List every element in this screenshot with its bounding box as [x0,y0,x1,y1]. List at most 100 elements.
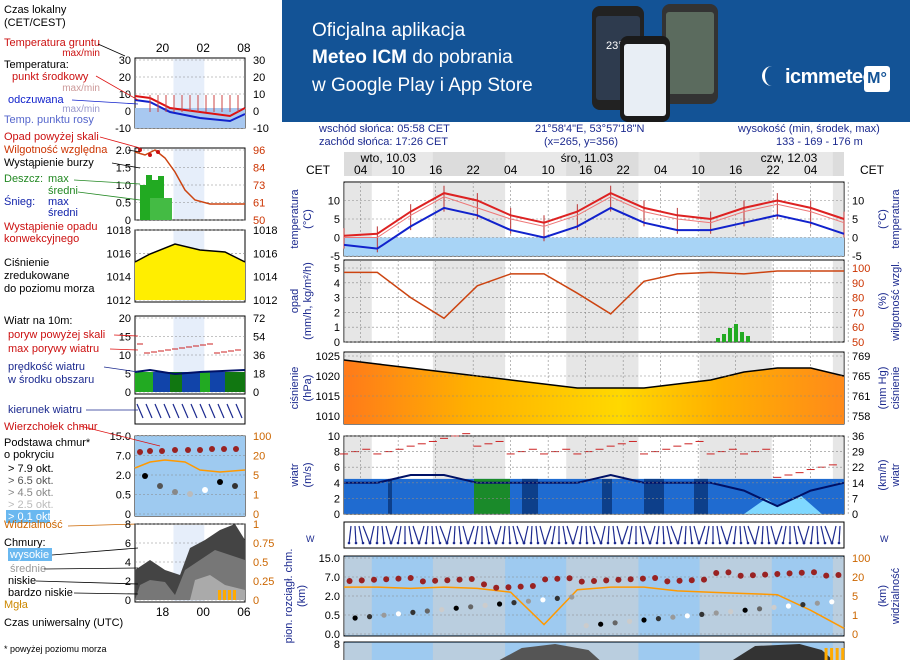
precip-axis-label: opad [289,289,301,313]
wind-arrow [539,525,546,545]
legend-feel-label: odczuwana [8,94,65,106]
cloud-base-dot [814,600,820,606]
bottom-hour-label: 00 [197,605,211,619]
rain-bar [716,338,720,342]
legend-clouds-tick-right: 0.5 [253,557,268,569]
compass-icon: W [306,534,315,544]
time-local-label: Czas lokalny [4,4,67,16]
hour-label: 04 [504,163,518,177]
cloud-base-dot [612,620,618,626]
cloud-base-tick-right: 100 [852,553,870,565]
wind-arrow [467,525,475,545]
wind-arrow [431,525,434,545]
cloud-top-dot [371,576,377,583]
precip-tick-right: 60 [852,322,864,334]
wind-arrow [408,525,413,545]
icm-logo: icmmeteo [762,66,875,89]
hour-label: 10 [691,163,705,177]
wind-arrow-head [641,541,645,545]
wind-arrow-head [697,541,701,545]
cloud-top-dot [432,577,439,584]
cet-right-label: CET [860,163,885,177]
wind-arrow-head [760,541,764,545]
legend-wind-line [134,368,246,376]
wind-arrow [397,525,402,545]
legend-okt-2: > 6.5 okt. [8,475,54,487]
wind-arrow-head [473,541,477,545]
cloud-base-dot [771,604,777,610]
legend-cloud-top-label: Wierzchołek chmur [4,421,98,433]
cloud-base-dot [496,601,503,607]
time-utc-label: Czas uniwersalny (UTC) [4,617,123,629]
temperature-tick-right: 10 [852,196,864,208]
cloud-base-dot [554,595,560,601]
cloud-base-tick-right: 0 [852,629,858,641]
wind-arrow-head [606,541,610,545]
banner-line-3: w Google Play i App Store [312,75,533,96]
wind-arrow [628,525,633,545]
legend-precip-panel-night [173,149,205,219]
temp-max-line [343,191,845,237]
precip-tick-left: 0 [334,337,340,349]
precip-tick-left: 2 [334,307,340,319]
hour-label: 16 [729,163,743,177]
cloud-top-dot [346,578,353,584]
wind-arrow-head [802,541,806,545]
legend-wind-arrow [172,403,180,419]
day-label: czw, 12.03 [761,152,818,165]
legend-cloudbase-dot [232,483,238,489]
hour-label: 16 [429,163,443,177]
hour-label: 22 [466,163,480,177]
legend-rain-label: Deszcz: [4,173,43,185]
wind-arrow [385,525,392,545]
wind-arrow [621,525,629,545]
legend-cloudtop-dot [209,446,215,452]
legend-convective-label-2: konwekcyjnego [4,233,79,245]
precip-tick-right: 90 [852,278,864,290]
legend-temp-tick-left: 20 [119,72,131,84]
humidity-line [344,270,844,320]
app-banner[interactable]: Oficjalna aplikacja Meteo ICM do pobrani… [282,0,910,122]
sunrise-text: wschód słońca: 05:58 CET [319,123,450,135]
legend-wind-tick-right: 72 [253,313,265,325]
wind-arrow-head [515,541,519,545]
bottom-hour-label: 06 [237,605,251,619]
banner-brand: Meteo ICM [312,47,407,68]
wind-arrow-head [683,541,687,545]
banner-line-1: Oficjalna aplikacja [312,20,466,41]
cloud-base-dot [395,611,402,617]
wind-arrow-head [543,541,547,545]
wind-arrow [612,525,616,545]
wind-tick-left: 6 [334,462,340,474]
wind-arrow [705,525,710,545]
time-header-night [432,152,506,176]
top-hour-label: 20 [156,41,170,55]
wind-speed-block [694,478,708,514]
legend-clouds-low: niskie [8,575,36,587]
wind-arrow-head [578,541,582,545]
wind-arrow-head [508,541,512,545]
wind-arrow-head [669,541,673,545]
legend-cloudbase-dot [142,473,148,479]
wind-arrow-head [410,541,414,545]
legend-okt-3: > 4.5 okt. [8,487,54,499]
wind-arrow [816,525,819,545]
legend-humidity-line [134,149,245,205]
hour-label: 04 [354,163,368,177]
wind-arrow [593,525,602,545]
fog-bar [835,648,839,660]
wind-arrow [766,525,770,545]
temperature-axis-label-right: temperatura [890,188,902,248]
legend-fog-bar [233,590,236,600]
legend-clouds-tick-right: 0.25 [253,576,274,588]
location-info: wschód słońca: 05:58 CET zachód słońca: … [282,122,910,152]
wind-arrow-head [655,541,659,545]
legend-wind-arrow [226,403,234,419]
legend-wind-tick-left: 10 [119,350,131,362]
cloud-base-tick-left: 0.5 [325,610,340,622]
leader-line [127,149,141,153]
legend-wind-arrow [235,403,243,419]
leader-line [109,348,139,351]
cloud-base-dot [482,602,488,608]
leader-line [73,592,139,595]
